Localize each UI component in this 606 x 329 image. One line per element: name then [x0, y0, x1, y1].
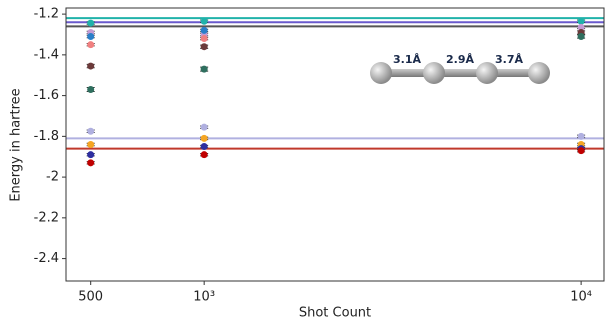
y-axis-label: Energy in hartree [9, 88, 24, 201]
y-tick-label: -1.8 [34, 129, 59, 144]
data-point [577, 23, 585, 31]
data-point [200, 143, 208, 151]
data-point [87, 127, 95, 135]
x-axis-label: Shot Count [299, 306, 371, 321]
y-tick-label: -1.2 [34, 7, 59, 22]
data-point [87, 41, 95, 49]
x-tick-label: 500 [78, 290, 103, 305]
plot-area: -1.2 -1.4 -1.6 -1.8 -2 -2.2 -2.4 500 10³ 10⁴ [34, 7, 605, 305]
atom [476, 62, 498, 84]
data-point [200, 26, 208, 34]
data-point [87, 151, 95, 159]
bond [381, 69, 539, 77]
data-point [200, 17, 208, 25]
atom [528, 62, 550, 84]
y-tick-label: -2.2 [34, 210, 59, 225]
y-tick-label: -2 [46, 170, 59, 185]
annotation: 3.1Å [393, 53, 421, 66]
y-tick-label: -2.4 [34, 251, 59, 266]
x-tick-label: 10³ [193, 290, 215, 305]
data-point [200, 151, 208, 159]
data-point [200, 43, 208, 51]
data-point [577, 132, 585, 140]
data-point [200, 123, 208, 131]
data-point [87, 85, 95, 93]
x-tick-label: 10⁴ [570, 290, 592, 305]
atom [423, 62, 445, 84]
data-point [200, 65, 208, 73]
annotation: 3.7Å [495, 53, 523, 66]
axes-frame [65, 7, 605, 282]
data-point [87, 141, 95, 148]
y-tick-label: -1.6 [34, 88, 59, 103]
data-point [200, 134, 208, 142]
atom [370, 62, 392, 84]
data-point [87, 159, 95, 167]
data-point [577, 33, 585, 41]
data-point [577, 147, 585, 155]
y-tick-label: -1.4 [34, 47, 59, 62]
data-point [577, 17, 585, 25]
data-point [200, 35, 208, 43]
molecule-inset: 3.1Å 2.9Å 3.7Å [370, 53, 550, 84]
data-point [87, 19, 95, 27]
data-point [87, 33, 95, 41]
data-point [87, 62, 95, 70]
annotation: 2.9Å [446, 53, 474, 66]
